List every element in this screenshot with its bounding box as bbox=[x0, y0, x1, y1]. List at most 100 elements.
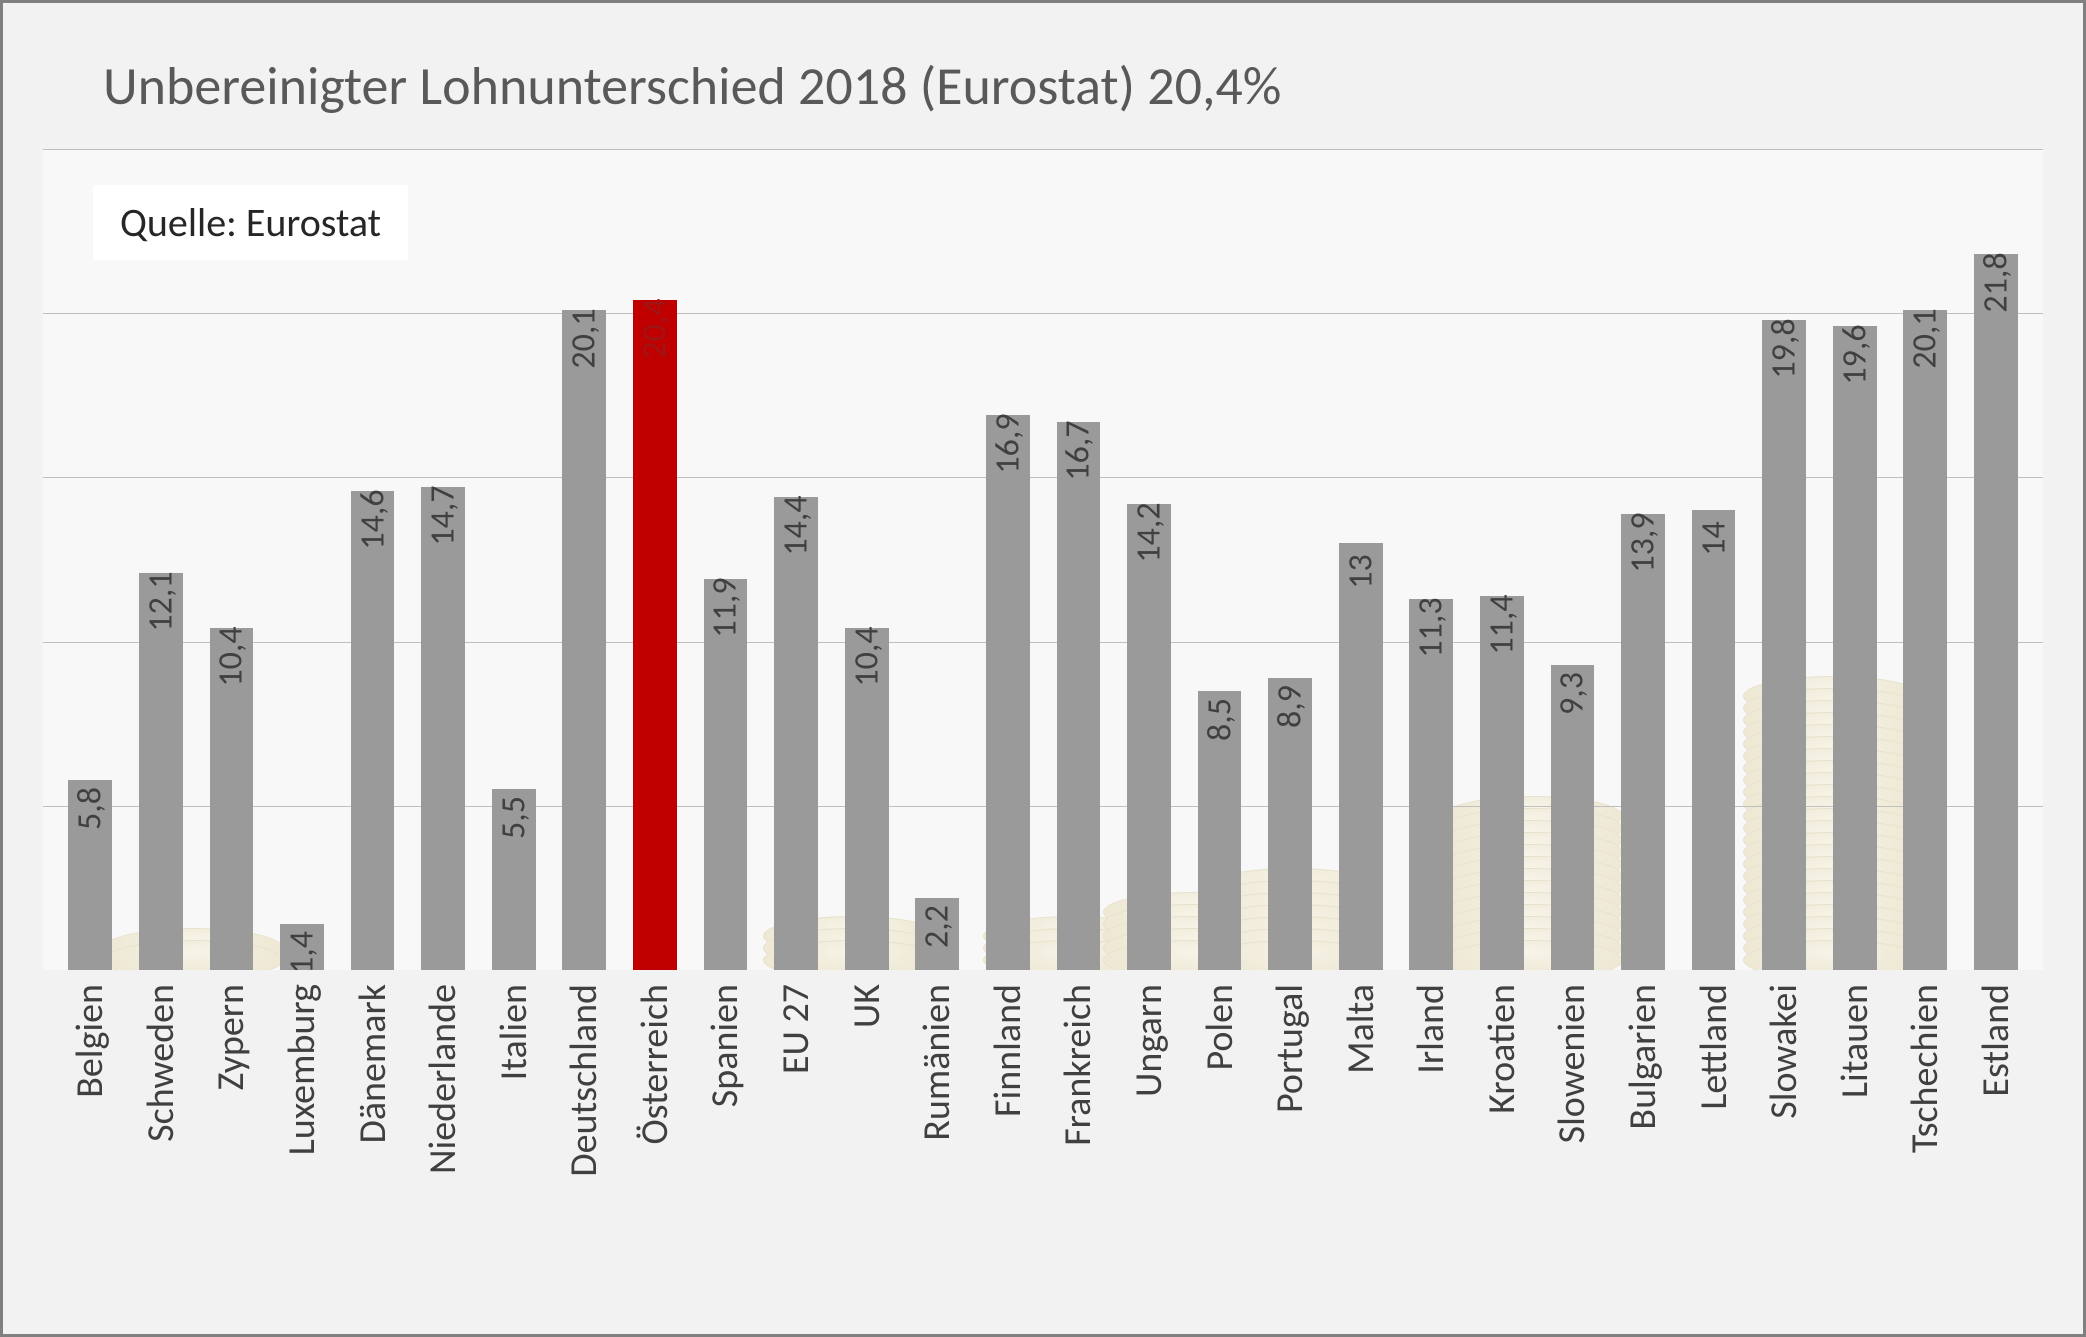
bar: 2,2 bbox=[915, 898, 959, 970]
x-label-slot: Estland bbox=[1961, 984, 2032, 1294]
bar-value-label: 16,9 bbox=[987, 413, 1028, 473]
bar-value-label: 14,2 bbox=[1128, 502, 1169, 562]
x-label-slot: Rumänien bbox=[902, 984, 973, 1294]
bar-slot: 16,7 bbox=[1043, 149, 1114, 970]
bar: 5,5 bbox=[492, 789, 536, 970]
x-label: Ungarn bbox=[1126, 984, 1172, 1097]
x-label-slot: Litauen bbox=[1819, 984, 1890, 1294]
bar-slot: 10,4 bbox=[831, 149, 902, 970]
x-label: Österreich bbox=[632, 984, 678, 1144]
bar-slot: 14,6 bbox=[337, 149, 408, 970]
bar-slot: 13,9 bbox=[1608, 149, 1679, 970]
x-label-slot: Bulgarien bbox=[1608, 984, 1679, 1294]
bar: 1,4 bbox=[280, 924, 324, 970]
bar-value-label: 19,6 bbox=[1834, 325, 1875, 385]
x-label: Belgien bbox=[67, 984, 113, 1098]
bar: 16,7 bbox=[1057, 422, 1101, 970]
x-label-slot: Tschechien bbox=[1890, 984, 1961, 1294]
bar-value-label: 14,7 bbox=[423, 486, 464, 546]
bar-slot: 12,1 bbox=[126, 149, 197, 970]
x-label: Tschechien bbox=[1902, 984, 1948, 1153]
bar-value-label: 9,3 bbox=[1552, 672, 1593, 715]
plot-wrap: Quelle: Eurostat 5,812,110,41,414,614,75… bbox=[43, 149, 2043, 1294]
x-label-slot: Italien bbox=[478, 984, 549, 1294]
bar: 10,4 bbox=[210, 628, 254, 970]
bar-slot: 5,8 bbox=[55, 149, 126, 970]
bar-value-label: 11,9 bbox=[705, 578, 746, 638]
bar-slot: 20,1 bbox=[549, 149, 620, 970]
bar-value-label: 8,5 bbox=[1199, 698, 1240, 741]
x-label-slot: Slowenien bbox=[1537, 984, 1608, 1294]
bar-value-label: 14 bbox=[1693, 522, 1734, 556]
bar: 11,3 bbox=[1409, 599, 1453, 970]
x-label: Slowenien bbox=[1549, 984, 1595, 1143]
x-label-slot: EU 27 bbox=[761, 984, 832, 1294]
bar: 10,4 bbox=[845, 628, 889, 970]
bar-value-label: 5,8 bbox=[70, 787, 111, 830]
bar: 8,9 bbox=[1268, 678, 1312, 970]
bar-slot: 5,5 bbox=[478, 149, 549, 970]
x-label-slot: Österreich bbox=[620, 984, 691, 1294]
bar: 5,8 bbox=[68, 780, 112, 970]
chart-title: Unbereinigter Lohnunterschied 2018 (Euro… bbox=[43, 33, 2043, 149]
x-label: Finnland bbox=[985, 984, 1031, 1117]
bar-value-label: 11,4 bbox=[1481, 594, 1522, 654]
bar-value-label: 20,1 bbox=[1905, 308, 1946, 368]
bar-slot: 14 bbox=[1678, 149, 1749, 970]
bar-value-label: 21,8 bbox=[1975, 253, 2016, 313]
bar-slot: 14,7 bbox=[408, 149, 479, 970]
bars-container: 5,8 12,1 10,4 1,4 14,6 14,7 5,5 20,1 20,4 11,9 14,… bbox=[43, 149, 2043, 970]
bar-value-label: 2,2 bbox=[917, 905, 958, 948]
bar: 20,1 bbox=[562, 310, 606, 970]
bar-value-label: 5,5 bbox=[493, 796, 534, 839]
x-label: Portugal bbox=[1267, 984, 1313, 1113]
x-label: Litauen bbox=[1832, 984, 1878, 1098]
bar-slot: 11,3 bbox=[1396, 149, 1467, 970]
x-label: Deutschland bbox=[561, 984, 607, 1177]
source-label: Quelle: Eurostat bbox=[93, 185, 408, 260]
x-label: Spanien bbox=[702, 984, 748, 1107]
x-label: Rumänien bbox=[914, 984, 960, 1141]
bar-slot: 20,1 bbox=[1890, 149, 1961, 970]
bar-value-label: 8,9 bbox=[1270, 685, 1311, 728]
bar-value-label: 10,4 bbox=[211, 627, 252, 687]
x-label: Estland bbox=[1973, 984, 2019, 1097]
bar: 19,8 bbox=[1762, 320, 1806, 970]
bar: 14,4 bbox=[774, 497, 818, 970]
x-label-slot: Ungarn bbox=[1114, 984, 1185, 1294]
bar-slot: 8,9 bbox=[1255, 149, 1326, 970]
x-label-slot: Luxemburg bbox=[267, 984, 338, 1294]
bar-value-label: 13 bbox=[1340, 554, 1381, 588]
x-label: Bulgarien bbox=[1620, 984, 1666, 1130]
x-label-slot: Polen bbox=[1184, 984, 1255, 1294]
x-label-slot: Finnland bbox=[973, 984, 1044, 1294]
bar: 14,7 bbox=[421, 487, 465, 970]
bar-slot: 20,4 bbox=[620, 149, 691, 970]
bar-value-label: 16,7 bbox=[1058, 420, 1099, 480]
x-label: EU 27 bbox=[773, 984, 819, 1074]
bar-value-label: 19,8 bbox=[1764, 318, 1805, 378]
bar-slot: 13 bbox=[1325, 149, 1396, 970]
x-label-slot: Niederlande bbox=[408, 984, 479, 1294]
bar-value-label: 11,3 bbox=[1411, 597, 1452, 657]
bar: 13,9 bbox=[1621, 514, 1665, 970]
bar-value-label: 12,1 bbox=[140, 571, 181, 631]
bar: 9,3 bbox=[1551, 665, 1595, 970]
chart-frame: Unbereinigter Lohnunterschied 2018 (Euro… bbox=[0, 0, 2086, 1337]
bar-slot: 2,2 bbox=[902, 149, 973, 970]
bar-slot: 11,4 bbox=[1467, 149, 1538, 970]
x-label: UK bbox=[844, 984, 890, 1028]
x-label: Dänemark bbox=[350, 984, 396, 1144]
bar-value-label: 10,4 bbox=[846, 627, 887, 687]
x-label: Zypern bbox=[208, 984, 254, 1090]
bar: 20,1 bbox=[1903, 310, 1947, 970]
x-label-slot: Frankreich bbox=[1043, 984, 1114, 1294]
x-label: Irland bbox=[1408, 984, 1454, 1074]
bar-slot: 8,5 bbox=[1184, 149, 1255, 970]
bar-slot: 14,4 bbox=[761, 149, 832, 970]
bar: 14,6 bbox=[351, 491, 395, 970]
x-label: Frankreich bbox=[1055, 984, 1101, 1146]
plot-area: Quelle: Eurostat 5,812,110,41,414,614,75… bbox=[43, 149, 2043, 970]
bar: 8,5 bbox=[1198, 691, 1242, 970]
bar: 16,9 bbox=[986, 415, 1030, 970]
